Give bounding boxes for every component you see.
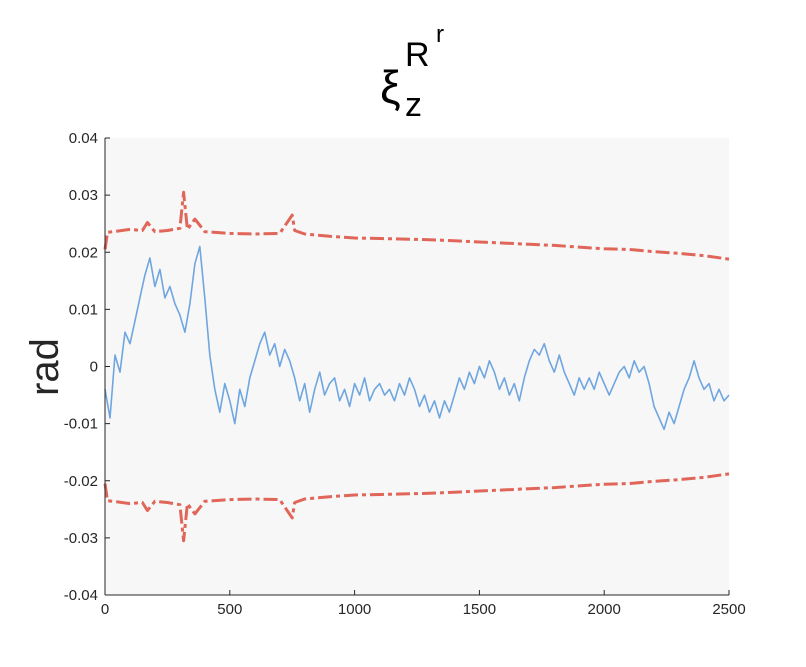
y-tick-label: 0.03 bbox=[69, 187, 98, 204]
y-tick-label: -0.02 bbox=[64, 473, 98, 490]
plot-area bbox=[105, 138, 729, 595]
y-tick-label: 0 bbox=[90, 359, 98, 376]
chart-title: ξ z R r bbox=[380, 21, 444, 124]
series-signal bbox=[104, 245, 730, 431]
y-tick-label: 0.04 bbox=[69, 130, 98, 147]
y-tick-label: -0.01 bbox=[64, 416, 98, 433]
x-ticks: 0 500 1000 1500 2000 2500 bbox=[101, 590, 746, 618]
y-tick-label: -0.03 bbox=[64, 530, 98, 547]
x-tick-label: 2000 bbox=[588, 601, 621, 618]
x-tick-label: 1500 bbox=[463, 601, 496, 618]
title-subscript: z bbox=[405, 86, 422, 124]
y-tick-label: -0.04 bbox=[64, 587, 98, 604]
x-tick-label: 0 bbox=[101, 601, 109, 618]
x-tick-label: 500 bbox=[217, 601, 242, 618]
x-tick-label: 2500 bbox=[712, 601, 745, 618]
y-ticks: -0.04 -0.03 -0.02 -0.01 0 0.01 0.02 0.03 0.04 bbox=[64, 130, 110, 604]
y-tick-label: 0.02 bbox=[69, 244, 98, 261]
y-tick-label: 0.01 bbox=[69, 301, 98, 318]
title-base: ξ bbox=[380, 61, 401, 113]
title-superscript-sup: r bbox=[436, 21, 444, 48]
series-lower-bound bbox=[103, 472, 730, 543]
x-tick-label: 1000 bbox=[338, 601, 371, 618]
title-superscript: R bbox=[405, 36, 430, 74]
y-axis-label: rad bbox=[23, 338, 67, 396]
series-layer bbox=[103, 190, 730, 543]
series-upper-bound bbox=[103, 190, 730, 261]
